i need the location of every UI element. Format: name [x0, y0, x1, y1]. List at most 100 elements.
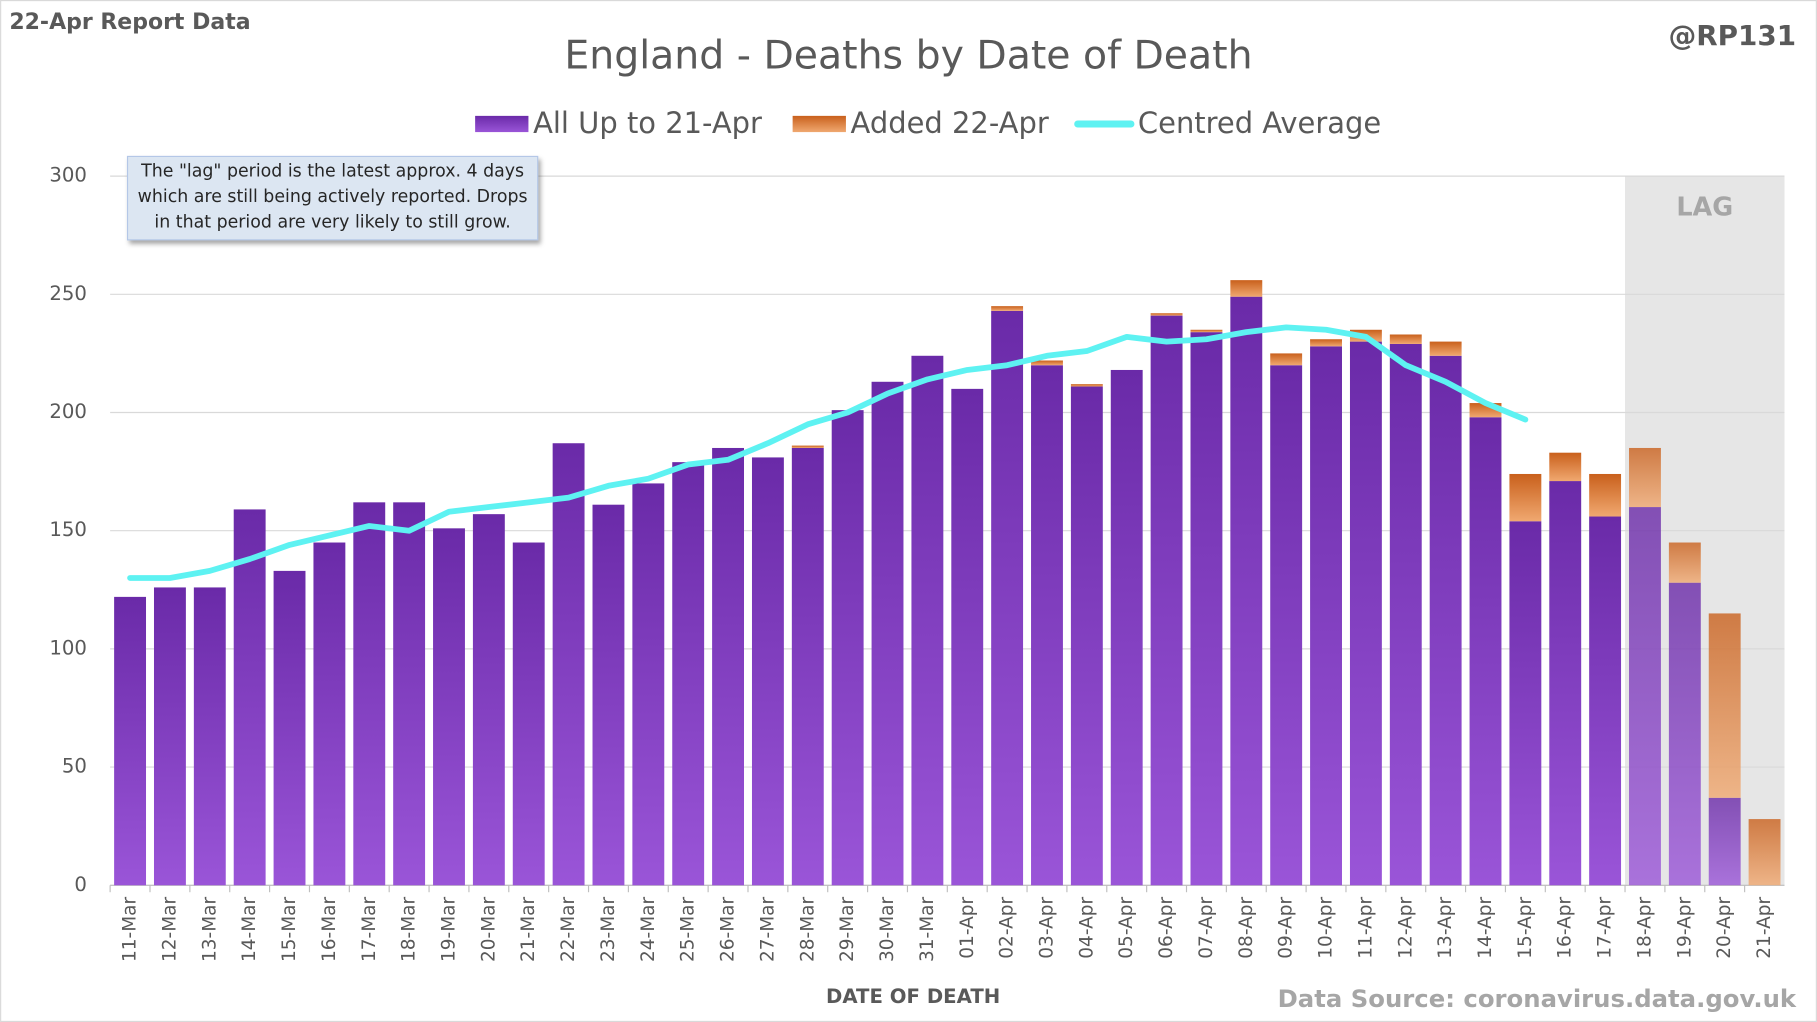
x-tick-label: 29-Mar — [837, 896, 858, 962]
x-tick-label: 11-Mar — [120, 896, 141, 962]
legend-swatch — [475, 115, 529, 133]
x-tick-label: 18-Apr — [1634, 896, 1655, 958]
y-tick-label: 300 — [49, 164, 87, 187]
bar-segment — [1110, 369, 1143, 886]
x-tick-label: 12-Apr — [1395, 896, 1416, 958]
corner-right: @RP131 — [1668, 19, 1796, 52]
bar-segment — [1150, 313, 1183, 316]
bar-segment — [393, 502, 426, 886]
bar-segment — [472, 514, 505, 886]
legend-label: Added 22-Apr — [851, 106, 1049, 140]
bar-segment — [1668, 582, 1701, 886]
bar-segment — [991, 310, 1024, 886]
x-tick-label: 27-Mar — [757, 896, 778, 962]
bar-segment — [672, 462, 705, 886]
bar-segment — [233, 509, 266, 886]
x-tick-label: 13-Mar — [199, 896, 220, 962]
x-tick-label: 04-Apr — [1076, 896, 1097, 958]
legend-swatch — [792, 115, 846, 133]
y-tick-label: 250 — [49, 282, 87, 305]
x-tick-label: 18-Mar — [399, 896, 420, 962]
x-tick-label: 19-Mar — [438, 896, 459, 962]
x-tick-label: 21-Mar — [518, 896, 539, 962]
bar-segment — [1589, 516, 1622, 886]
x-tick-label: 23-Mar — [598, 896, 619, 962]
x-tick-label: 19-Apr — [1674, 896, 1695, 958]
x-tick-label: 30-Mar — [877, 896, 898, 962]
legend-label: Centred Average — [1138, 106, 1381, 140]
y-tick-label: 100 — [49, 636, 87, 659]
x-tick-label: 10-Apr — [1316, 896, 1337, 958]
bar-segment — [433, 528, 465, 886]
average-line — [127, 324, 1529, 581]
bar-segment — [193, 587, 226, 886]
bar-segment — [1629, 507, 1661, 886]
bar-segment — [1509, 473, 1542, 522]
x-tick-label: 09-Apr — [1276, 896, 1297, 958]
bar-segment — [1310, 346, 1342, 886]
legend-label: All Up to 21-Apr — [533, 106, 762, 140]
x-tick-label: 22-Mar — [558, 896, 579, 962]
bar-segment — [1070, 384, 1103, 387]
bar-segment — [1429, 341, 1462, 356]
x-tick-label: 05-Apr — [1116, 896, 1137, 958]
bar-segment — [951, 388, 984, 886]
bar-segment — [1629, 447, 1661, 508]
bar-segment — [1549, 452, 1582, 482]
bar-segment — [1270, 353, 1303, 366]
corner-left: 22-Apr Report Data — [9, 10, 250, 35]
x-tick-label: 11-Apr — [1355, 896, 1376, 958]
x-tick-label: 02-Apr — [997, 896, 1018, 958]
bar-segment — [632, 483, 665, 886]
bar-segment — [831, 410, 864, 886]
x-tick-label: 06-Apr — [1156, 896, 1177, 958]
y-tick-label: 50 — [62, 755, 87, 778]
x-tick-label: 13-Apr — [1435, 896, 1456, 958]
x-tick-label: 14-Apr — [1475, 896, 1496, 958]
x-tick-label: 16-Mar — [319, 896, 340, 962]
bar-segment — [1549, 481, 1582, 886]
annotation-text: The "lag" period is the latest approx. 4… — [140, 161, 524, 181]
bar-segment — [1748, 819, 1781, 886]
bar-segment — [1190, 329, 1223, 333]
annotation-box — [126, 155, 539, 241]
x-tick-label: 31-Mar — [917, 896, 938, 962]
bar-segment — [313, 542, 346, 886]
bar-segment — [871, 381, 904, 886]
bar-segment — [791, 445, 824, 448]
bar-segment — [1070, 386, 1103, 886]
x-tick-label: 14-Mar — [239, 896, 260, 962]
x-tick-label: 12-Mar — [159, 896, 180, 962]
bar-segment — [512, 542, 545, 886]
x-tick-label: 08-Apr — [1236, 896, 1257, 958]
y-tick-label: 200 — [49, 400, 87, 423]
x-tick-label: 25-Mar — [678, 896, 699, 962]
source: Data Source: coronavirus.data.gov.uk — [1278, 984, 1797, 1013]
x-tick-label: 20-Mar — [478, 896, 499, 962]
bar-segment — [552, 443, 585, 886]
bar-segment — [353, 502, 386, 886]
x-tick-label: 21-Apr — [1754, 896, 1775, 958]
x-tick-label: 16-Apr — [1555, 896, 1576, 958]
bar-segment — [712, 447, 745, 886]
annotation-text: in that period are very likely to still … — [154, 212, 510, 232]
x-tick-label: 07-Apr — [1196, 896, 1217, 958]
bar-segment — [114, 596, 147, 886]
bar-segment — [1469, 417, 1502, 886]
x-tick-label: 03-Apr — [1036, 896, 1057, 958]
annotation-text: which are still being actively reported.… — [138, 187, 528, 207]
bar-segment — [991, 306, 1024, 311]
x-tick-label: 20-Apr — [1714, 896, 1735, 958]
x-tick-label: 15-Mar — [279, 896, 300, 962]
x-tick-label: 24-Mar — [638, 896, 659, 962]
x-tick-label: 01-Apr — [957, 896, 978, 958]
y-tick-label: 0 — [74, 873, 87, 896]
bar-segment — [911, 355, 944, 886]
bar-segment — [1031, 365, 1063, 886]
bar-segment — [1310, 339, 1342, 347]
chart-title: England - Deaths by Date of Death — [564, 32, 1252, 78]
bar-segment — [1589, 473, 1622, 517]
